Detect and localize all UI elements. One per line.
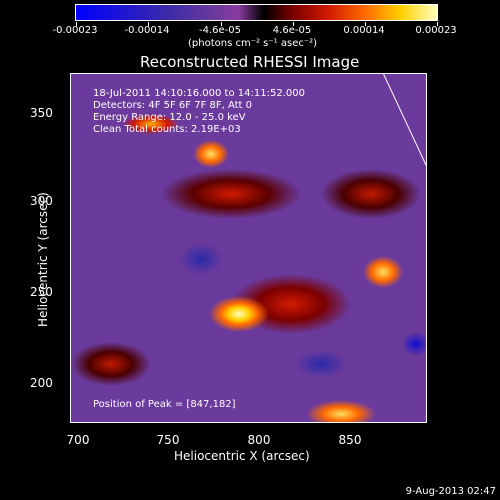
colorbar-tick: [148, 22, 149, 26]
y-tick-label: 250: [30, 285, 53, 299]
colorbar-tick: [293, 22, 294, 26]
limb-line: [383, 74, 426, 179]
colorbar-label: -4.6e-05: [199, 25, 241, 36]
colorbar-tick: [76, 22, 77, 26]
plot-date: 9-Aug-2013 02:47: [405, 486, 496, 497]
y-axis-title: Heliocentric Y (arcsec): [36, 192, 50, 327]
colorbar-tick: [365, 22, 366, 26]
colorbar-tick: [221, 22, 222, 26]
detectors-text: Detectors: 4F 5F 6F 7F 8F, Att 0: [93, 100, 253, 111]
energy-range: Energy Range: 12.0 - 25.0 keV: [93, 112, 246, 123]
y-tick-label: 350: [30, 106, 53, 120]
peak-position: Position of Peak = [847,182]: [93, 399, 236, 410]
x-tick-label: 700: [66, 433, 90, 447]
colorbar-label: 0.00014: [343, 25, 385, 36]
x-tick-label: 850: [338, 433, 362, 447]
image-title: Reconstructed RHESSI Image: [140, 53, 360, 71]
x-axis-title: Heliocentric X (arcsec): [174, 449, 310, 463]
y-tick-label: 200: [30, 376, 53, 390]
x-tick-label: 800: [247, 433, 271, 447]
colorbar-label: 4.6e-05: [272, 25, 312, 36]
y-tick-label: 300: [30, 194, 53, 208]
x-tick-label: 750: [156, 433, 180, 447]
clean-total-counts: Clean Total counts: 2.19E+03: [93, 124, 241, 135]
colorbar: [75, 4, 438, 26]
rhessi-image: 18-Jul-2011 14:10:16.000 to 14:11:52.000…: [70, 73, 427, 423]
colorbar-tick: [437, 22, 438, 26]
time-range: 18-Jul-2011 14:10:16.000 to 14:11:52.000: [93, 88, 305, 99]
colorbar-units: (photons cm⁻² s⁻¹ asec⁻²): [188, 38, 318, 49]
colorbar-label: -0.00023: [52, 25, 98, 36]
colorbar-label: -0.00014: [124, 25, 170, 36]
colorbar-label: 0.00023: [415, 25, 457, 36]
